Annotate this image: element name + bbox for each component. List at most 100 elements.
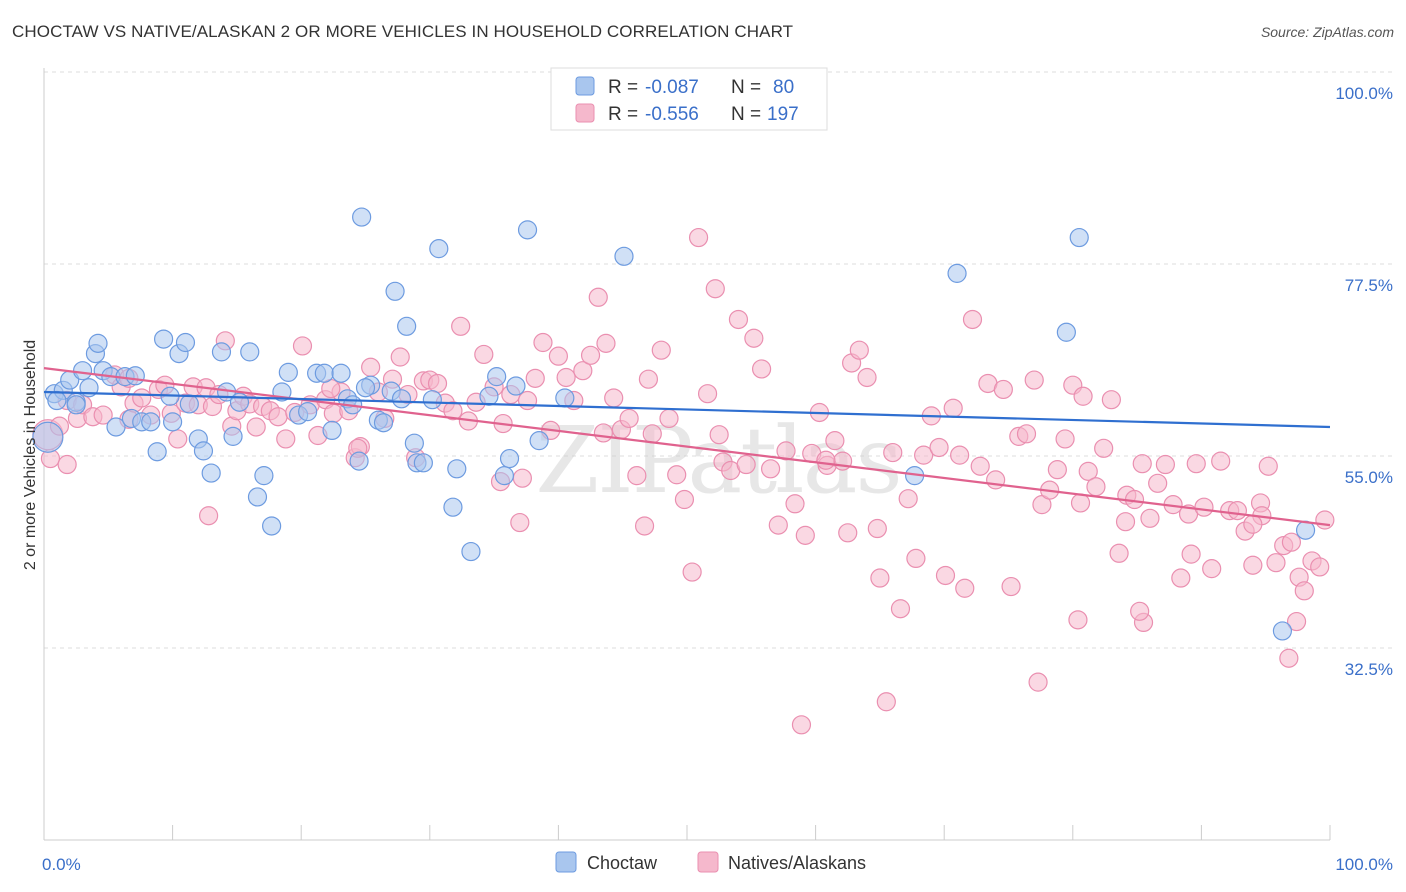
point-choctaw [278,362,298,382]
point-natives-alaskans [1132,454,1152,474]
legend-r-label-2: R = [608,104,638,125]
point-natives-alaskans [1078,461,1098,481]
point-choctaw [1056,322,1076,342]
point-natives-alaskans [768,515,788,535]
point-natives-alaskans [785,494,805,514]
point-natives-alaskans [876,692,896,712]
point-natives-alaskans [709,425,729,445]
point-choctaw [352,207,372,227]
legend-n-value-2: 197 [767,104,799,125]
point-natives-alaskans [795,525,815,545]
point-natives-alaskans [619,408,639,429]
legend-n-label-2: N = [731,104,761,125]
point-natives-alaskans [1194,497,1214,517]
point-natives-alaskans [906,548,926,569]
point-natives-alaskans [760,459,781,479]
point-natives-alaskans [1181,544,1201,564]
point-choctaw [72,361,93,381]
point-choctaw [193,441,214,461]
point-natives-alaskans [697,384,718,404]
y-tick-label: 55.0% [1345,468,1393,487]
point-natives-alaskans [1310,557,1330,577]
point-choctaw [422,390,442,410]
point-natives-alaskans [1281,532,1302,552]
point-natives-alaskans [1243,555,1263,575]
point-natives-alaskans [890,599,911,619]
point-natives-alaskans [510,512,530,533]
point-natives-alaskans [268,407,288,427]
point-natives-alaskans [667,465,687,485]
point-natives-alaskans [849,340,869,360]
point-natives-alaskans [751,359,772,379]
point-choctaw [391,389,412,409]
point-choctaw [1069,227,1089,248]
point-choctaw [331,363,351,383]
x-tick-label-max: 100.0% [1335,855,1393,874]
point-choctaw [125,366,145,386]
point-natives-alaskans [1279,648,1299,668]
point-natives-alaskans [556,367,576,388]
point-natives-alaskans [361,357,381,377]
point-choctaw [106,417,126,437]
point-natives-alaskans [573,361,593,381]
point-choctaw [141,412,161,432]
point-natives-alaskans [1094,438,1114,458]
point-natives-alaskans [870,568,890,588]
point-natives-alaskans [596,333,616,353]
legend-r-label-1: R = [608,77,638,98]
series-natives-alaskans [32,227,1335,735]
x-tick-labels: 0.0% 100.0% [42,855,1393,874]
point-choctaw [322,420,342,440]
point-choctaw [175,332,196,353]
point-natives-alaskans [1266,553,1286,573]
point-natives-alaskans [634,516,655,536]
point-choctaw [298,402,318,422]
point-natives-alaskans [950,445,970,465]
point-choctaw [413,453,433,473]
point-natives-alaskans [791,715,812,735]
point-choctaw [163,412,183,432]
point-choctaw [254,466,274,486]
point-natives-alaskans [443,401,463,421]
point-natives-alaskans [1028,672,1048,692]
point-natives-alaskans [1155,454,1175,475]
point-choctaw [153,329,174,349]
point-natives-alaskans [451,316,471,336]
point-natives-alaskans [883,442,903,463]
point-natives-alaskans [638,369,659,389]
legend-swatch-choctaw [575,76,595,96]
y-tick-label: 100.0% [1335,84,1393,103]
point-natives-alaskans [1148,473,1168,493]
point-choctaw [247,487,268,507]
point-choctaw [494,466,514,486]
point-natives-alaskans [986,470,1006,490]
point-natives-alaskans [292,336,313,356]
chart-title: CHOCTAW VS NATIVE/ALASKAN 2 OR MORE VEHI… [12,22,794,41]
point-natives-alaskans [736,454,756,475]
point-choctaw [211,342,232,362]
point-natives-alaskans [659,408,679,429]
point-natives-alaskans [1024,370,1044,390]
point-choctaw [201,463,221,483]
point-choctaw [447,459,467,479]
point-choctaw [262,516,282,536]
point-natives-alaskans [1315,510,1335,530]
point-natives-alaskans [199,506,219,526]
point-natives-alaskans [825,431,845,451]
trend-line-choctaw [43,390,1331,429]
y-tick-labels: 32.5% 55.0% 77.5% 100.0% [1335,84,1393,679]
point-choctaw [529,431,549,451]
point-natives-alaskans [1115,512,1136,532]
point-natives-alaskans [427,373,448,394]
point-natives-alaskans [1243,514,1263,534]
point-natives-alaskans [955,578,975,598]
point-natives-alaskans [512,468,532,488]
point-choctaw [429,239,449,259]
legend-r-value-1: -0.087 [645,77,699,98]
point-choctaw [229,392,250,412]
point-choctaw [355,378,376,398]
point-choctaw [349,451,369,471]
legend-n-label-1: N = [731,77,761,98]
point-natives-alaskans [1101,390,1121,410]
